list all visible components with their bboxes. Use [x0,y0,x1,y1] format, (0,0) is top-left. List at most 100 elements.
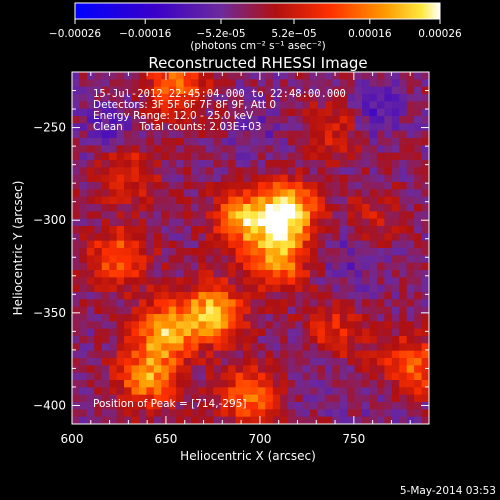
heatmap-cell [183,299,192,308]
heatmap-cell [213,130,222,139]
heatmap-cell [272,299,281,308]
heatmap-cell [116,211,125,220]
heatmap-cell [176,292,184,300]
heatmap-cell [213,314,222,322]
heatmap-cell [257,306,266,315]
heatmap-cell [161,233,170,242]
heatmap-cell [183,94,192,102]
heatmap-cell [414,277,422,286]
heatmap-cell [302,72,311,80]
heatmap-cell [354,328,363,337]
heatmap-cell [406,343,415,352]
heatmap-cell [369,240,378,249]
heatmap-cell [161,160,170,168]
heatmap-cell [72,306,80,315]
heatmap-cell [310,372,318,381]
heatmap-cell [205,292,214,300]
heatmap-cell [376,174,385,183]
heatmap-cell [101,218,110,227]
heatmap-cell [332,255,341,264]
heatmap-cell [354,314,363,322]
heatmap-cell [399,343,408,352]
heatmap-cell [146,204,155,212]
heatmap-cell [183,233,192,242]
heatmap-cell [287,343,296,352]
heatmap-cell [376,402,385,410]
heatmap-cell [101,182,110,190]
heatmap-cell [146,248,155,256]
heatmap-cell [332,174,341,183]
heatmap-cell [302,86,311,95]
heatmap-cell [295,292,303,300]
heatmap-cell [354,152,363,161]
heatmap-cell [146,218,155,227]
heatmap-cell [101,145,110,154]
heatmap-cell [317,306,326,315]
heatmap-cell [168,101,177,110]
heatmap-cell [406,108,415,117]
heatmap-cell [272,336,281,344]
heatmap-cell [250,116,259,124]
heatmap-cell [332,292,341,300]
heatmap-cell [138,145,147,154]
heatmap-cell [138,196,147,205]
heatmap-cell [257,270,266,278]
heatmap-cell [161,196,170,205]
heatmap-cell [220,196,229,205]
heatmap-cell [213,196,222,205]
heatmap-cell [339,328,348,337]
heatmap-cell [399,270,408,278]
heatmap-cell [109,233,118,242]
heatmap-cell [332,204,341,212]
heatmap-cell [280,284,289,293]
heatmap-cell [153,101,162,110]
heatmap-cell [391,299,400,308]
heatmap-cell [414,196,422,205]
heatmap-cell [310,204,318,212]
heatmap-cell [406,79,415,88]
heatmap-cell [176,248,184,256]
heatmap-cell [235,240,244,249]
heatmap-cell [384,365,393,374]
heatmap-cell [176,343,184,352]
heatmap-cell [191,86,199,95]
heatmap-cell [191,174,199,183]
heatmap-cell [220,336,229,344]
heatmap-cell [168,130,177,139]
heatmap-cell [317,160,326,168]
heatmap-cell [228,358,237,366]
heatmap-cell [86,79,95,88]
heatmap-cell [131,123,140,132]
heatmap-cell [94,130,103,139]
heatmap-cell [109,226,118,234]
heatmap-cell [287,123,296,132]
heatmap-cell [124,262,132,271]
heatmap-cell [168,321,177,330]
heatmap-cell [324,233,333,242]
heatmap-cell [79,174,88,183]
heatmap-cell [376,321,385,330]
heatmap-cell [376,211,385,220]
heatmap-cell [168,182,177,190]
heatmap-cell [198,270,207,278]
heatmap-cell [228,292,237,300]
heatmap-cell [153,233,162,242]
heatmap-cell [72,314,80,322]
heatmap-cell [228,196,237,205]
heatmap-cell [72,240,80,249]
heatmap-cell [235,321,244,330]
heatmap-cell [339,130,348,139]
heatmap-cell [250,394,259,403]
heatmap-cell [131,138,140,146]
heatmap-cell [153,262,162,271]
annotation-peak-position: Position of Peak = [714,-295] [93,398,247,410]
heatmap-cell [369,262,378,271]
heatmap-cell [153,116,162,124]
heatmap-cell [183,350,192,359]
heatmap-cell [131,402,140,410]
heatmap-cell [310,182,318,190]
heatmap-cell [153,189,162,198]
heatmap-cell [243,409,251,418]
heatmap-cell [220,211,229,220]
heatmap-cell [86,343,95,352]
